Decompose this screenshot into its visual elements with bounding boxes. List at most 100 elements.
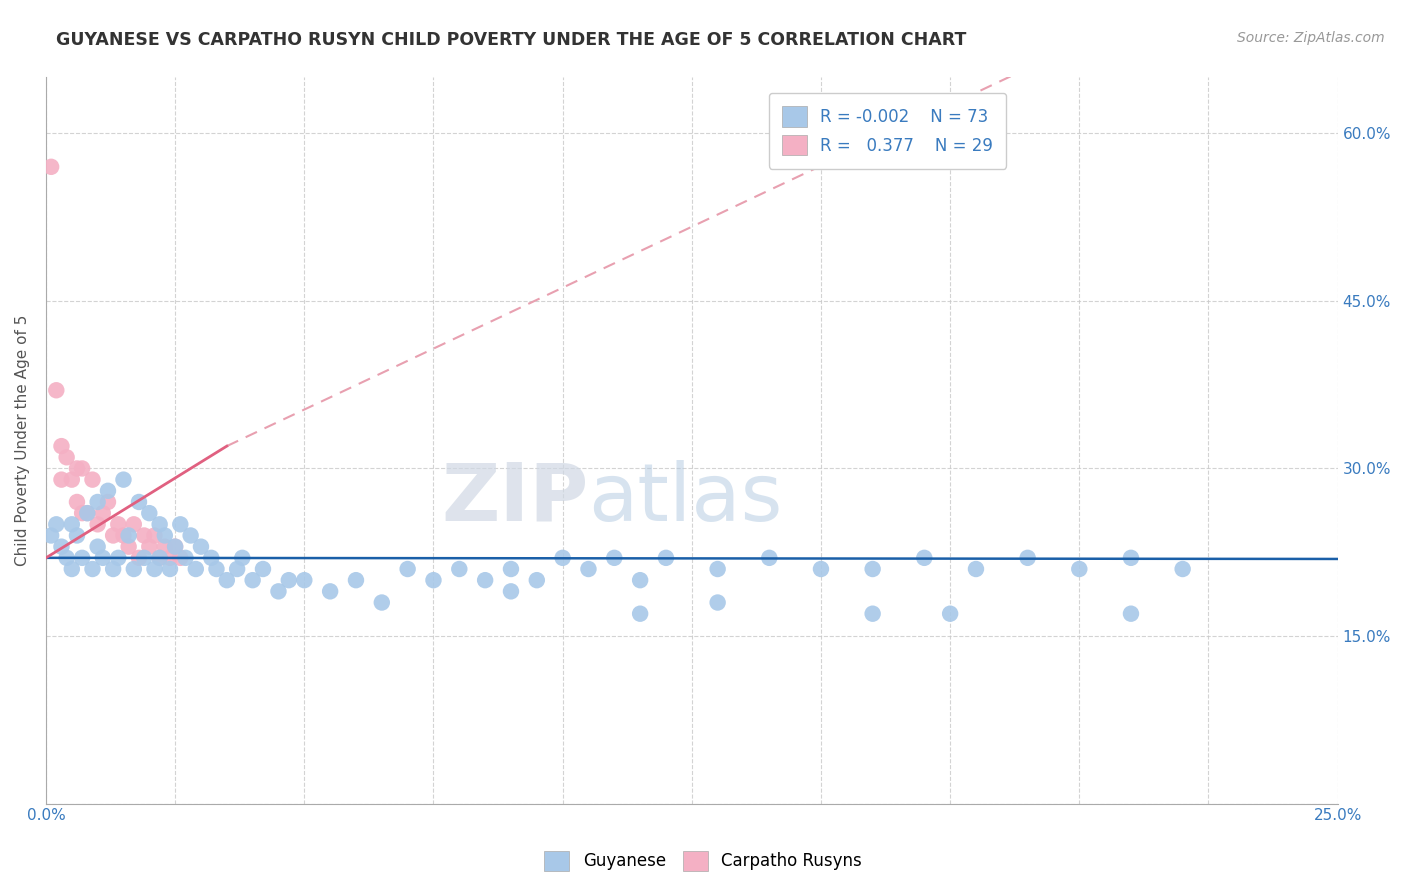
Point [1171, 562, 1194, 576]
Point [55, 450, 77, 465]
Point [939, 607, 962, 621]
Point [149, 550, 172, 565]
Point [862, 562, 884, 576]
Point [117, 528, 139, 542]
Point [82, 473, 104, 487]
Point [180, 528, 202, 542]
Point [128, 550, 150, 565]
Point [101, 528, 124, 542]
Point [169, 550, 191, 565]
Point [292, 573, 315, 587]
Point [76, 506, 98, 520]
Legend: R = -0.002    N = 73, R =   0.377    N = 29: R = -0.002 N = 73, R = 0.377 N = 29 [769, 93, 1007, 169]
Point [149, 550, 172, 565]
Point [86, 517, 108, 532]
Point [1017, 550, 1039, 565]
Point [70, 461, 93, 475]
Point [60, 562, 83, 576]
Y-axis label: Child Poverty Under the Age of 5: Child Poverty Under the Age of 5 [15, 315, 30, 566]
Point [344, 573, 367, 587]
Point [578, 562, 600, 576]
Point [396, 562, 419, 576]
Legend: Guyanese, Carpatho Rusyns: Guyanese, Carpatho Rusyns [536, 842, 870, 880]
Point [107, 550, 129, 565]
Point [422, 573, 444, 587]
Point [226, 562, 249, 576]
Point [200, 550, 222, 565]
Point [277, 573, 299, 587]
Point [1119, 607, 1142, 621]
Point [76, 506, 98, 520]
Point [122, 517, 145, 532]
Point [551, 550, 574, 565]
Point [66, 495, 89, 509]
Point [706, 562, 728, 576]
Point [242, 573, 264, 587]
Text: atlas: atlas [589, 459, 783, 538]
Point [862, 607, 884, 621]
Point [66, 528, 89, 542]
Point [143, 528, 166, 542]
Text: Source: ZipAtlas.com: Source: ZipAtlas.com [1237, 31, 1385, 45]
Point [190, 540, 212, 554]
Point [706, 595, 728, 609]
Point [55, 550, 77, 565]
Point [107, 517, 129, 532]
Point [169, 517, 191, 532]
Point [159, 562, 181, 576]
Point [138, 540, 160, 554]
Point [134, 550, 156, 565]
Point [184, 562, 207, 576]
Point [1069, 562, 1091, 576]
Point [252, 562, 274, 576]
Point [66, 461, 89, 475]
Point [117, 540, 139, 554]
Point [499, 584, 522, 599]
Point [165, 540, 187, 554]
Point [1119, 550, 1142, 565]
Point [86, 540, 108, 554]
Point [97, 495, 120, 509]
Text: GUYANESE VS CARPATHO RUSYN CHILD POVERTY UNDER THE AGE OF 5 CORRELATION CHART: GUYANESE VS CARPATHO RUSYN CHILD POVERTY… [56, 31, 966, 49]
Point [159, 550, 181, 565]
Point [138, 506, 160, 520]
Point [134, 528, 156, 542]
Point [526, 573, 548, 587]
Point [153, 540, 176, 554]
Point [112, 528, 135, 542]
Point [165, 540, 187, 554]
Point [231, 550, 253, 565]
Point [39, 160, 62, 174]
Point [758, 550, 780, 565]
Point [143, 562, 166, 576]
Point [153, 528, 176, 542]
Point [215, 573, 238, 587]
Point [51, 540, 73, 554]
Point [122, 562, 145, 576]
Point [810, 562, 832, 576]
Point [45, 384, 67, 398]
Point [91, 506, 114, 520]
Point [51, 439, 73, 453]
Point [965, 562, 987, 576]
Point [70, 550, 93, 565]
Point [51, 473, 73, 487]
Point [86, 495, 108, 509]
Point [912, 550, 935, 565]
Point [603, 550, 626, 565]
Point [39, 528, 62, 542]
Point [91, 550, 114, 565]
Point [174, 550, 197, 565]
Point [101, 562, 124, 576]
Point [474, 573, 496, 587]
Point [319, 584, 342, 599]
Point [267, 584, 290, 599]
Text: ZIP: ZIP [441, 459, 589, 538]
Point [499, 562, 522, 576]
Point [655, 550, 678, 565]
Point [70, 506, 93, 520]
Point [60, 473, 83, 487]
Point [449, 562, 471, 576]
Point [60, 517, 83, 532]
Point [45, 517, 67, 532]
